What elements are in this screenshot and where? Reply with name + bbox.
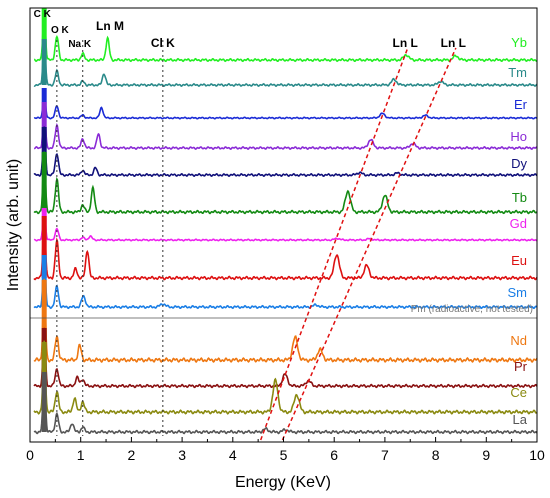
- x-axis-ticks: 0 1 2 3 4 5 6 7 8 9 10: [26, 437, 545, 463]
- x-tick-label: 0: [26, 447, 34, 463]
- spectrum-eu: [33, 216, 538, 281]
- element-label-ho: Ho: [510, 129, 527, 144]
- peak-annotation: Ln L: [441, 36, 466, 50]
- c-k-peak-yb: [41, 8, 47, 60]
- c-k-peak-eu: [41, 216, 47, 278]
- element-label-tm: Tm: [508, 65, 527, 80]
- x-tick-label: 9: [482, 447, 490, 463]
- element-label-tb: Tb: [512, 190, 527, 205]
- element-label-yb: Yb: [511, 35, 527, 50]
- x-tick-label: 1: [77, 447, 85, 463]
- element-label-eu: Eu: [511, 253, 527, 268]
- peak-annotations: C K O K Na K Ln M Cl K Ln L Ln L: [34, 9, 466, 50]
- spectrum-gd: [33, 208, 538, 242]
- ln-l-trend-line: [281, 47, 457, 441]
- spectrum-sm: [33, 255, 538, 310]
- peak-annotation: C K: [34, 9, 52, 20]
- spectrum-ce: [33, 340, 538, 415]
- c-k-peak-ho: [41, 102, 47, 148]
- y-axis-title: Intensity (arb. unit): [5, 159, 22, 292]
- spectrum-pr: [33, 327, 538, 389]
- x-tick-label: 8: [432, 447, 440, 463]
- c-k-peak-dy: [41, 127, 47, 175]
- spectra-traces: [30, 8, 538, 435]
- element-label-ce: Ce: [510, 385, 527, 400]
- element-label-er: Er: [514, 97, 528, 112]
- element-label-nd: Nd: [510, 333, 527, 348]
- element-label-pr: Pr: [514, 359, 528, 374]
- spectrum-tb: [33, 151, 538, 215]
- spectrum-nd: [33, 278, 538, 363]
- element-label-la: La: [513, 412, 528, 427]
- pm-note: Pm (radioactive, not tested): [411, 304, 533, 315]
- element-label-dy: Dy: [511, 156, 527, 171]
- x-tick-label: 3: [178, 447, 186, 463]
- c-k-peak-tb: [41, 152, 47, 212]
- spectrum-la: [33, 372, 538, 435]
- c-k-peak-tm: [41, 39, 47, 85]
- spectrum-tm: [33, 39, 538, 88]
- x-tick-label: 10: [529, 447, 545, 463]
- element-labels: Pm (radioactive, not tested) Yb Tm Er Ho Dy Tb…: [411, 35, 533, 427]
- peak-annotation: Na K: [68, 39, 92, 50]
- x-tick-label: 6: [330, 447, 338, 463]
- element-label-sm: Sm: [508, 285, 528, 300]
- spectrum-dy: [33, 126, 538, 178]
- c-k-peak-nd: [41, 280, 47, 360]
- spectrum-ho: [34, 106, 538, 151]
- peak-annotation: Ln L: [393, 36, 418, 50]
- x-tick-label: 5: [280, 447, 288, 463]
- c-k-peak-la: [41, 372, 47, 432]
- spectrum-yb: [33, 8, 538, 63]
- peak-annotation: O K: [51, 25, 70, 36]
- spectrum-er: [33, 89, 537, 120]
- peak-annotation: Cl K: [151, 36, 175, 50]
- x-axis-title: Energy (KeV): [235, 474, 331, 491]
- x-tick-label: 7: [381, 447, 389, 463]
- x-tick-label: 2: [128, 447, 136, 463]
- x-tick-label: 4: [229, 447, 237, 463]
- element-label-gd: Gd: [510, 216, 527, 231]
- reference-lines: [56, 40, 457, 441]
- peak-annotation: Ln M: [96, 19, 124, 33]
